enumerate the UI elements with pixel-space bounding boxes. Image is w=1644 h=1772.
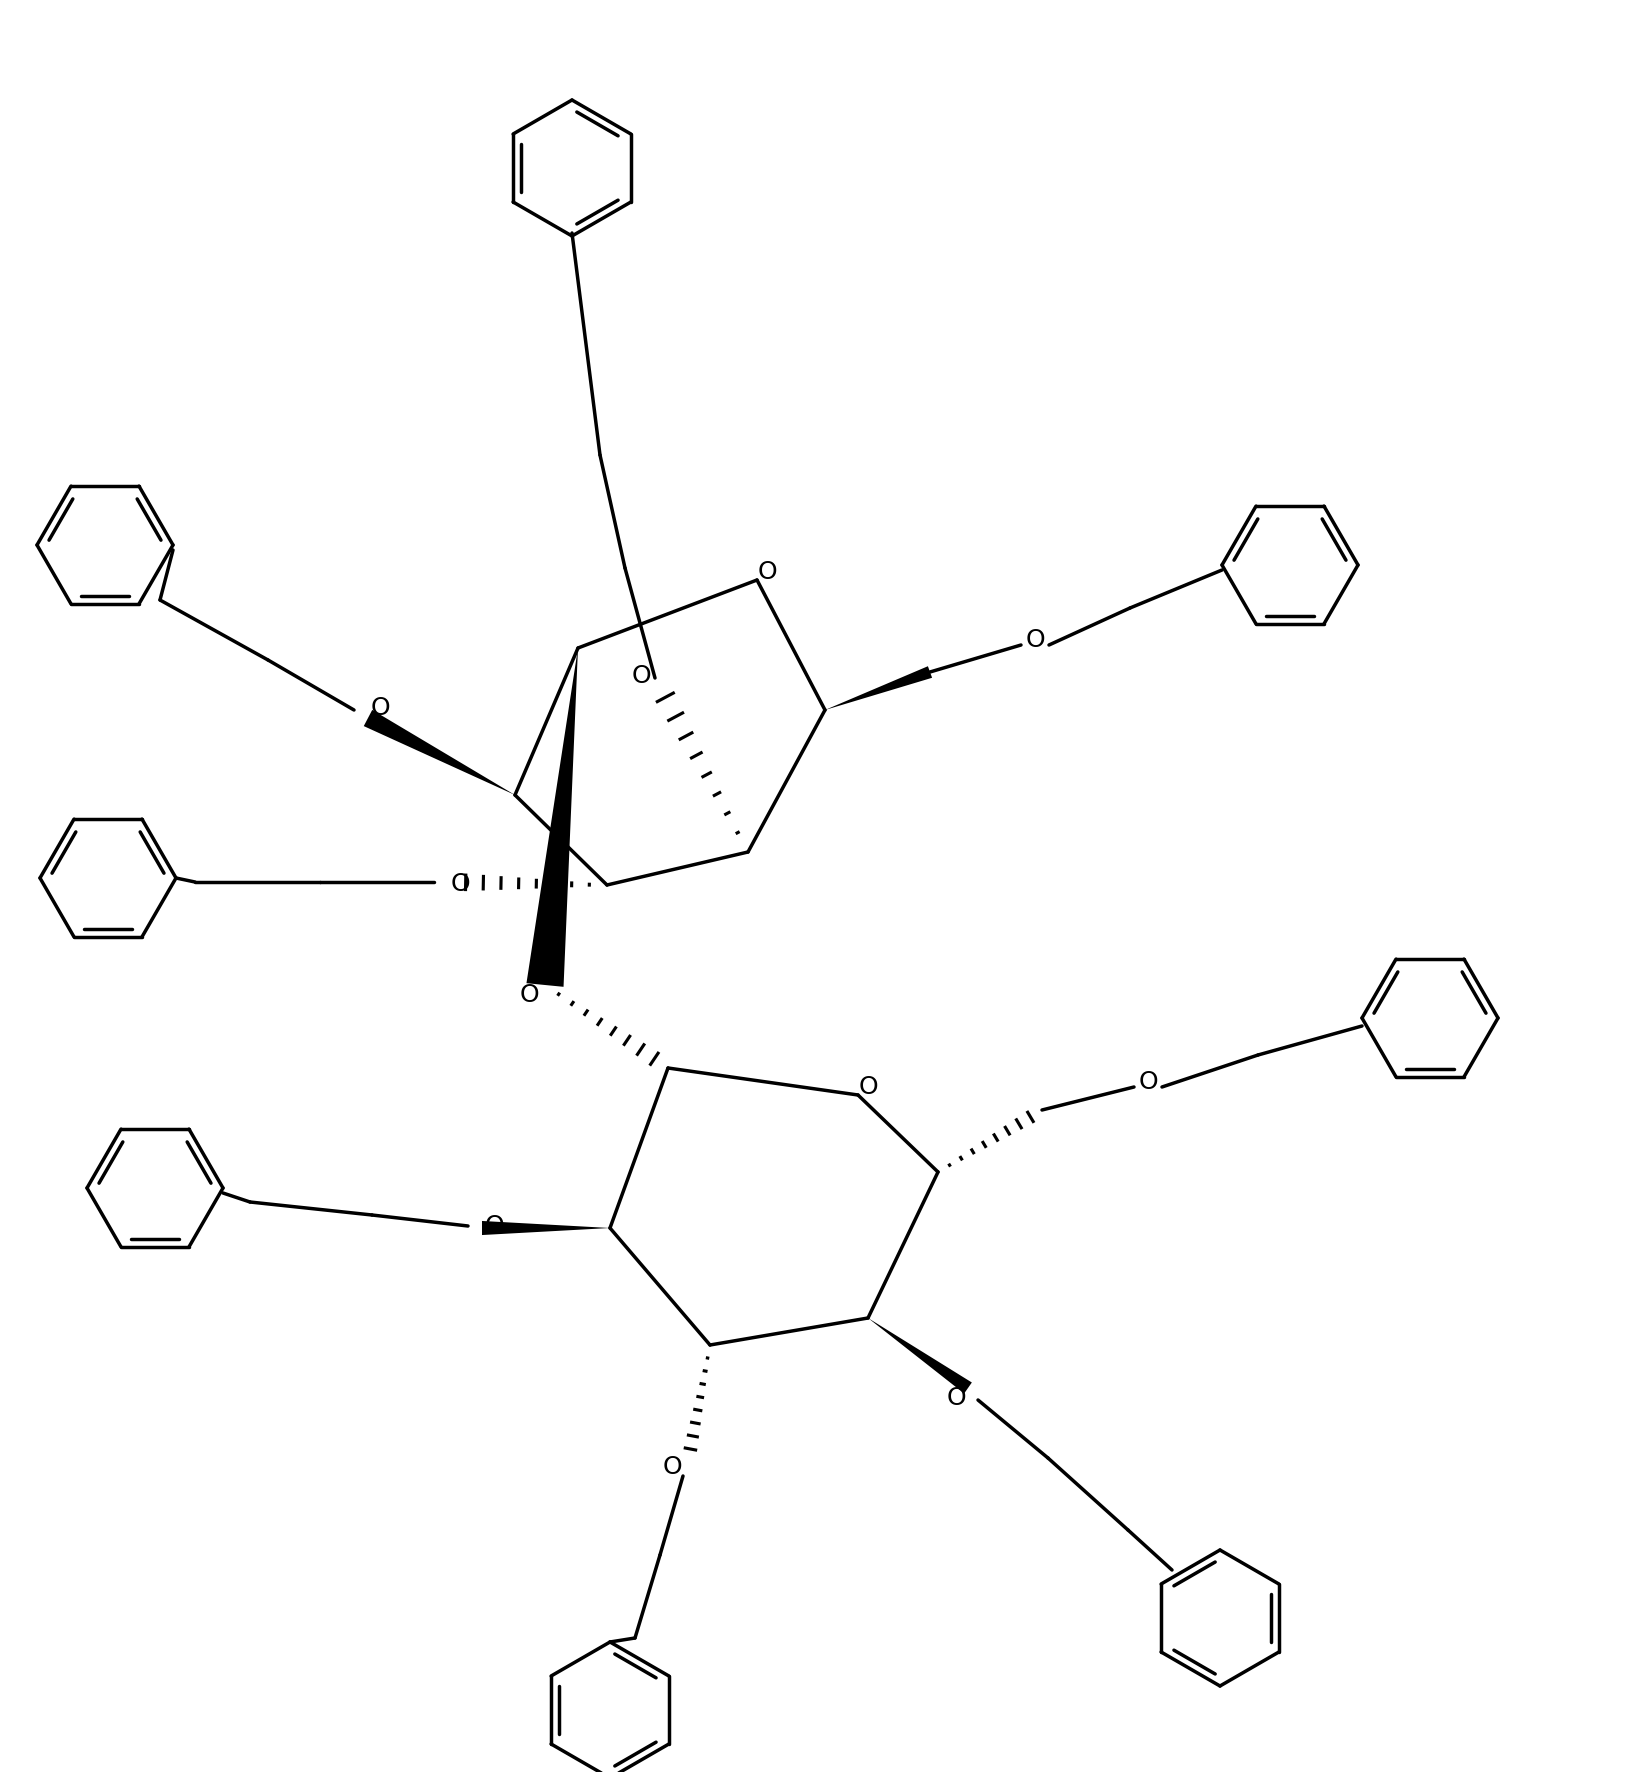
Text: O: O (520, 983, 539, 1006)
Polygon shape (482, 1221, 610, 1235)
Text: O: O (485, 1214, 503, 1239)
Text: O: O (663, 1455, 682, 1480)
Text: O: O (450, 872, 470, 897)
Text: O: O (947, 1386, 965, 1411)
Polygon shape (363, 711, 515, 796)
Text: O: O (1138, 1070, 1157, 1093)
Polygon shape (868, 1318, 972, 1393)
Polygon shape (526, 649, 579, 987)
Text: O: O (631, 664, 651, 688)
Text: O: O (758, 560, 778, 585)
Text: O: O (1026, 627, 1046, 652)
Text: O: O (370, 696, 390, 719)
Text: O: O (858, 1076, 878, 1099)
Polygon shape (825, 666, 932, 711)
